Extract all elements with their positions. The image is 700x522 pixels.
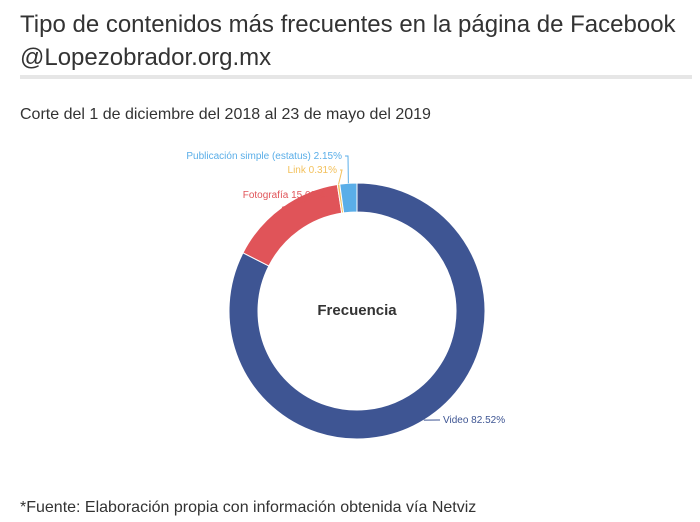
center-label: Frecuencia (317, 302, 397, 319)
slice-labels: Video 82.52% Fotografía 15.03% Link 0.31% P… (186, 151, 505, 426)
slice-publicacion-simple-estatus (339, 182, 358, 214)
leader-lines (281, 155, 440, 421)
source-note: *Fuente: Elaboración propia con informac… (20, 499, 477, 516)
slice-label-video: Video 82.52% (443, 415, 505, 426)
donut-chart: Video 82.52% Fotografía 15.03% Link 0.31% P… (186, 151, 505, 440)
leader-line-publicacion-simple-estatus (345, 155, 349, 184)
slice-label-link: Link 0.31% (288, 165, 338, 176)
slice-video (228, 182, 486, 440)
chart-title: Tipo de contenidos más frecuentes en la … (20, 11, 676, 71)
slice-label-publicacion-simple-estatus: Publicación simple (estatus) 2.15% (186, 151, 342, 162)
slice-label-fotografia: Fotografía 15.03% (243, 190, 325, 201)
chart-subtitle: Corte del 1 de diciembre del 2018 al 23 … (20, 106, 431, 123)
leader-line-link (338, 169, 343, 185)
leader-line-fotografia (281, 194, 331, 208)
donut-slices (228, 182, 486, 440)
title-divider (20, 75, 692, 79)
